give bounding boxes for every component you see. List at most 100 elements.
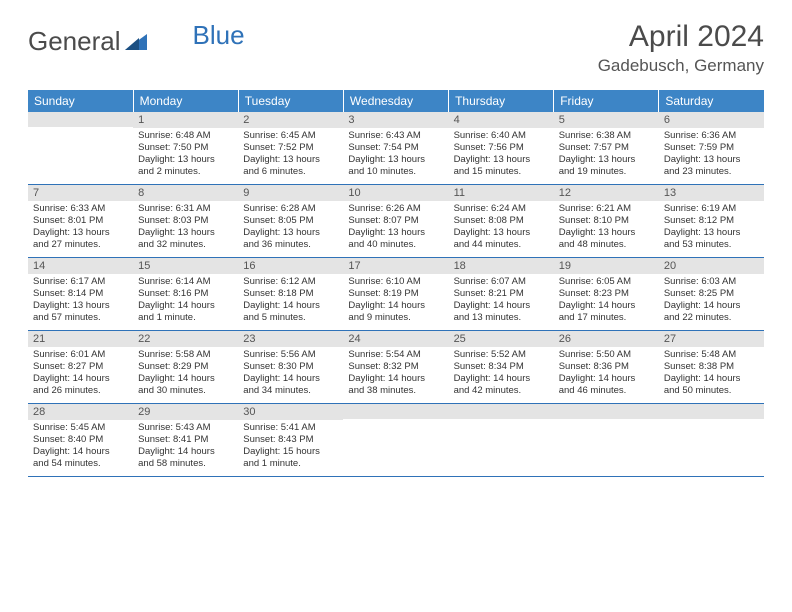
day-line: and 23 minutes. [664, 166, 759, 178]
day-line: Sunrise: 6:05 AM [559, 276, 654, 288]
day-number [449, 404, 554, 419]
day-number [659, 404, 764, 419]
day-number: 16 [238, 258, 343, 274]
day-details: Sunrise: 6:26 AMSunset: 8:07 PMDaylight:… [343, 201, 448, 257]
day-line: Daylight: 13 hours [454, 227, 549, 239]
day-number: 25 [449, 331, 554, 347]
day-cell: 25Sunrise: 5:52 AMSunset: 8:34 PMDayligh… [449, 331, 554, 404]
day-details: Sunrise: 6:14 AMSunset: 8:16 PMDaylight:… [133, 274, 238, 330]
day-number: 28 [28, 404, 133, 420]
day-line: Sunrise: 6:36 AM [664, 130, 759, 142]
day-line: Sunrise: 6:28 AM [243, 203, 338, 215]
day-line: Sunset: 8:34 PM [454, 361, 549, 373]
day-line: Sunset: 8:14 PM [33, 288, 128, 300]
brand-part2: Blue [193, 20, 245, 51]
day-line: Daylight: 13 hours [138, 154, 233, 166]
day-cell: 3Sunrise: 6:43 AMSunset: 7:54 PMDaylight… [343, 112, 448, 185]
day-cell: 8Sunrise: 6:31 AMSunset: 8:03 PMDaylight… [133, 185, 238, 258]
day-line: and 38 minutes. [348, 385, 443, 397]
day-line: Daylight: 13 hours [243, 154, 338, 166]
day-line: Sunrise: 6:45 AM [243, 130, 338, 142]
day-line: and 57 minutes. [33, 312, 128, 324]
day-number: 23 [238, 331, 343, 347]
day-details: Sunrise: 6:28 AMSunset: 8:05 PMDaylight:… [238, 201, 343, 257]
day-details: Sunrise: 5:43 AMSunset: 8:41 PMDaylight:… [133, 420, 238, 476]
day-line: Sunrise: 5:45 AM [33, 422, 128, 434]
day-number [343, 404, 448, 419]
day-details: Sunrise: 5:48 AMSunset: 8:38 PMDaylight:… [659, 347, 764, 403]
day-line: Sunrise: 6:07 AM [454, 276, 549, 288]
calendar-table: Sunday Monday Tuesday Wednesday Thursday… [28, 90, 764, 477]
day-line: Sunset: 8:41 PM [138, 434, 233, 446]
day-line: Sunset: 8:05 PM [243, 215, 338, 227]
day-cell [554, 404, 659, 477]
day-details: Sunrise: 6:17 AMSunset: 8:14 PMDaylight:… [28, 274, 133, 330]
day-line: Daylight: 14 hours [243, 300, 338, 312]
day-details [28, 127, 133, 183]
day-line: Sunset: 8:38 PM [664, 361, 759, 373]
logo-triangle-icon [125, 26, 147, 57]
day-details: Sunrise: 6:12 AMSunset: 8:18 PMDaylight:… [238, 274, 343, 330]
day-details: Sunrise: 6:48 AMSunset: 7:50 PMDaylight:… [133, 128, 238, 184]
day-line: Sunrise: 5:58 AM [138, 349, 233, 361]
day-line: Sunset: 8:25 PM [664, 288, 759, 300]
month-title: April 2024 [598, 20, 764, 54]
day-line: and 58 minutes. [138, 458, 233, 470]
day-details: Sunrise: 5:54 AMSunset: 8:32 PMDaylight:… [343, 347, 448, 403]
day-line: Sunset: 8:03 PM [138, 215, 233, 227]
day-line: Sunset: 7:59 PM [664, 142, 759, 154]
day-line: and 6 minutes. [243, 166, 338, 178]
day-cell: 27Sunrise: 5:48 AMSunset: 8:38 PMDayligh… [659, 331, 764, 404]
day-details: Sunrise: 6:21 AMSunset: 8:10 PMDaylight:… [554, 201, 659, 257]
day-line: Sunrise: 5:41 AM [243, 422, 338, 434]
day-details: Sunrise: 5:58 AMSunset: 8:29 PMDaylight:… [133, 347, 238, 403]
day-details: Sunrise: 6:33 AMSunset: 8:01 PMDaylight:… [28, 201, 133, 257]
day-details: Sunrise: 6:31 AMSunset: 8:03 PMDaylight:… [133, 201, 238, 257]
day-cell: 24Sunrise: 5:54 AMSunset: 8:32 PMDayligh… [343, 331, 448, 404]
day-line: and 53 minutes. [664, 239, 759, 251]
day-number: 22 [133, 331, 238, 347]
day-cell: 1Sunrise: 6:48 AMSunset: 7:50 PMDaylight… [133, 112, 238, 185]
day-cell: 23Sunrise: 5:56 AMSunset: 8:30 PMDayligh… [238, 331, 343, 404]
day-cell [28, 112, 133, 185]
day-line: Sunrise: 6:38 AM [559, 130, 654, 142]
day-line: Sunset: 8:07 PM [348, 215, 443, 227]
day-line: Daylight: 13 hours [559, 154, 654, 166]
week-row: 14Sunrise: 6:17 AMSunset: 8:14 PMDayligh… [28, 258, 764, 331]
day-cell: 4Sunrise: 6:40 AMSunset: 7:56 PMDaylight… [449, 112, 554, 185]
day-line: Sunrise: 5:56 AM [243, 349, 338, 361]
day-details [449, 419, 554, 475]
day-line: Sunset: 7:50 PM [138, 142, 233, 154]
day-line: Sunset: 8:10 PM [559, 215, 654, 227]
day-number: 8 [133, 185, 238, 201]
day-line: and 15 minutes. [454, 166, 549, 178]
day-number: 18 [449, 258, 554, 274]
day-line: Sunrise: 6:01 AM [33, 349, 128, 361]
day-line: and 54 minutes. [33, 458, 128, 470]
day-details: Sunrise: 6:45 AMSunset: 7:52 PMDaylight:… [238, 128, 343, 184]
day-details: Sunrise: 5:41 AMSunset: 8:43 PMDaylight:… [238, 420, 343, 476]
day-line: Sunset: 7:57 PM [559, 142, 654, 154]
day-line: Sunset: 8:40 PM [33, 434, 128, 446]
day-line: Sunset: 8:43 PM [243, 434, 338, 446]
day-cell: 21Sunrise: 6:01 AMSunset: 8:27 PMDayligh… [28, 331, 133, 404]
day-cell: 16Sunrise: 6:12 AMSunset: 8:18 PMDayligh… [238, 258, 343, 331]
day-line: and 19 minutes. [559, 166, 654, 178]
day-details: Sunrise: 5:45 AMSunset: 8:40 PMDaylight:… [28, 420, 133, 476]
day-number: 6 [659, 112, 764, 128]
week-row: 7Sunrise: 6:33 AMSunset: 8:01 PMDaylight… [28, 185, 764, 258]
day-cell: 10Sunrise: 6:26 AMSunset: 8:07 PMDayligh… [343, 185, 448, 258]
day-line: and 44 minutes. [454, 239, 549, 251]
day-line: Sunrise: 6:19 AM [664, 203, 759, 215]
day-line: and 48 minutes. [559, 239, 654, 251]
dayhead-sun: Sunday [28, 90, 133, 112]
brand-logo: General Blue [28, 26, 245, 57]
day-cell: 22Sunrise: 5:58 AMSunset: 8:29 PMDayligh… [133, 331, 238, 404]
day-details: Sunrise: 6:05 AMSunset: 8:23 PMDaylight:… [554, 274, 659, 330]
day-cell: 20Sunrise: 6:03 AMSunset: 8:25 PMDayligh… [659, 258, 764, 331]
dayhead-sat: Saturday [659, 90, 764, 112]
day-details: Sunrise: 5:50 AMSunset: 8:36 PMDaylight:… [554, 347, 659, 403]
dayhead-tue: Tuesday [238, 90, 343, 112]
day-line: Sunrise: 6:21 AM [559, 203, 654, 215]
day-cell: 11Sunrise: 6:24 AMSunset: 8:08 PMDayligh… [449, 185, 554, 258]
